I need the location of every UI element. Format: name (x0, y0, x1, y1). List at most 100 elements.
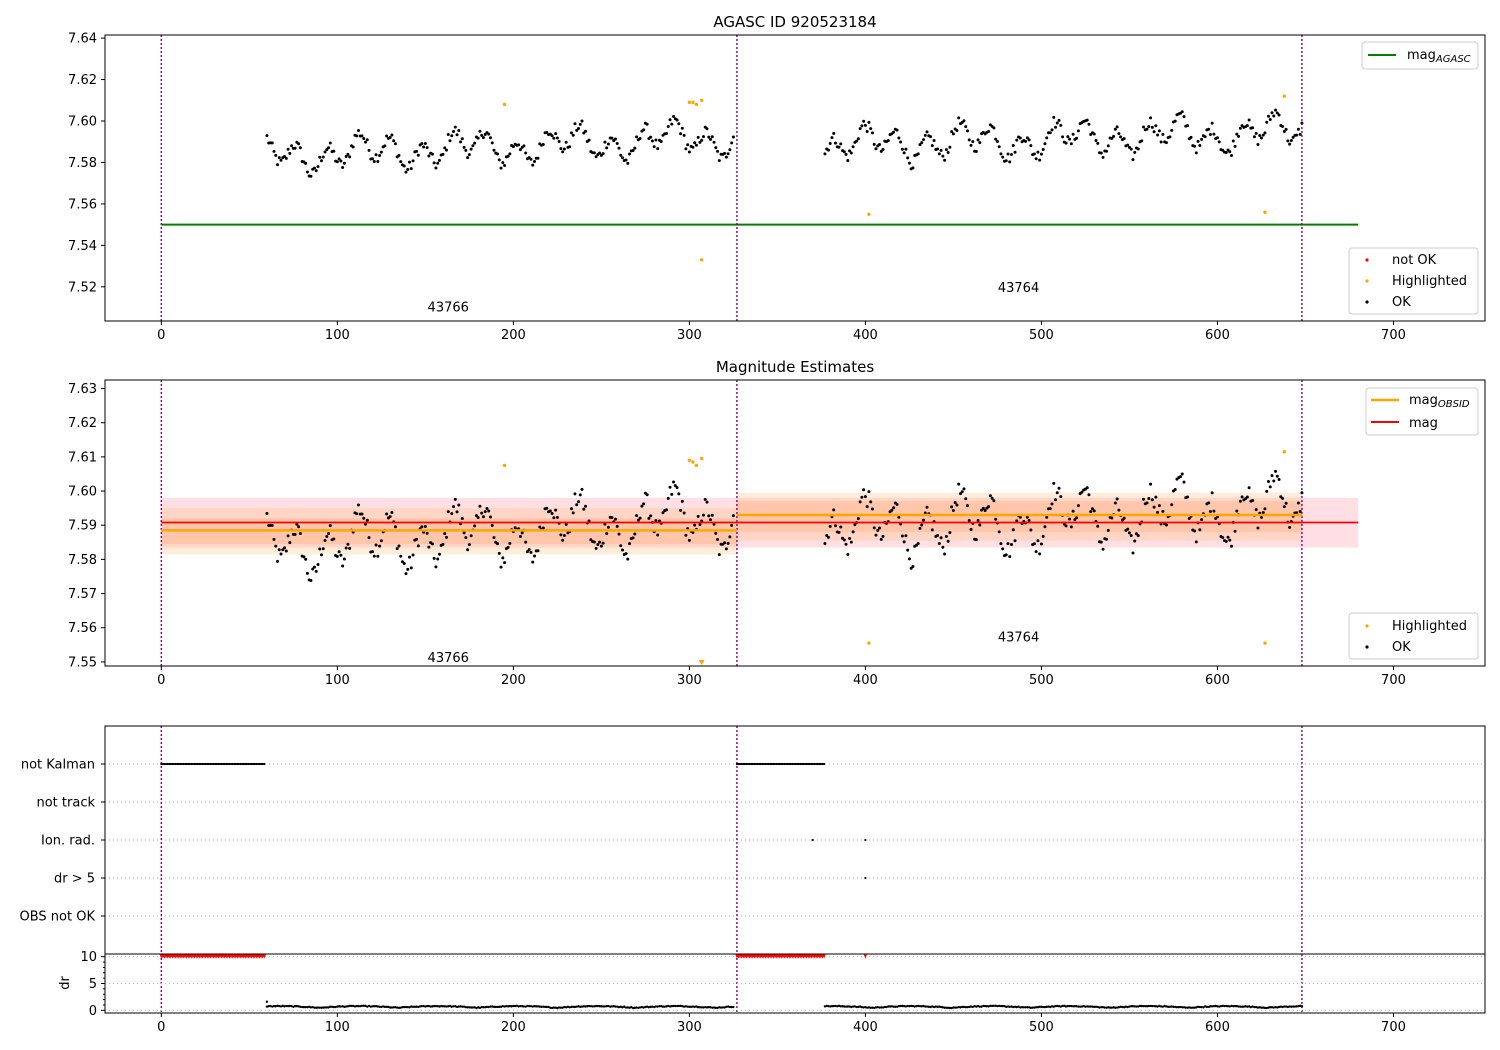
dr-point (302, 1005, 306, 1009)
ok-point (288, 151, 292, 155)
dr-point (535, 1005, 538, 1008)
ok-point (929, 135, 933, 139)
dr-point (1144, 1004, 1147, 1008)
flag-point (762, 762, 765, 766)
ok-point (670, 492, 674, 496)
ok-point (420, 525, 424, 529)
flag-point (233, 762, 236, 766)
ok-point (561, 150, 565, 154)
ok-point (716, 149, 720, 153)
panel2-obsid-label: 43764 (998, 630, 1039, 645)
dr-point (689, 1005, 693, 1009)
ok-point (1272, 479, 1276, 483)
ok-point (1228, 538, 1232, 542)
ok-point (536, 156, 540, 160)
ok-point (638, 516, 642, 520)
ok-point (1117, 132, 1121, 136)
ok-point (592, 151, 596, 155)
flag-point (168, 762, 171, 766)
ok-point (1173, 488, 1177, 492)
ok-point (1164, 523, 1168, 527)
dr-point (707, 1006, 710, 1009)
highlighted-point (687, 458, 692, 462)
dr-point (1269, 1006, 1272, 1009)
ok-point (656, 147, 660, 151)
flag-point (816, 762, 819, 766)
ok-point (327, 146, 331, 150)
dr-axis-label: dr (58, 976, 73, 990)
ok-point (617, 532, 621, 536)
highlighted-point (867, 641, 871, 645)
panel1-xtick-label: 100 (325, 328, 350, 343)
legend-mag-agasc-label: magAGASC (1407, 48, 1471, 65)
flag-point (201, 762, 204, 766)
ok-point (978, 523, 982, 527)
ok-point (610, 136, 614, 140)
ok-point (943, 158, 947, 162)
ok-point (1071, 132, 1075, 136)
dr-point (1022, 1006, 1026, 1009)
dr-point (714, 1006, 717, 1010)
ok-point (1259, 136, 1263, 140)
ok-point (411, 159, 415, 163)
ok-point (1059, 495, 1063, 499)
ok-point (869, 500, 873, 504)
dr-point (1147, 1004, 1151, 1008)
ok-point (665, 508, 669, 512)
flag-point (781, 762, 784, 766)
ok-point (865, 129, 869, 133)
ok-point (344, 155, 348, 159)
dr-point (542, 1005, 545, 1008)
ok-point (1256, 142, 1260, 146)
dr-point (1159, 1005, 1163, 1008)
ok-point (731, 514, 735, 518)
dr-point (725, 1005, 728, 1008)
ok-point (575, 503, 579, 507)
ok-point (1208, 132, 1212, 136)
ok-point (408, 160, 412, 164)
flag-point (764, 762, 767, 766)
flag-point (193, 762, 196, 766)
ok-point (1076, 504, 1080, 508)
ok-point (1055, 491, 1059, 495)
ok-point (858, 127, 862, 131)
ok-point (453, 125, 457, 129)
flag-point (163, 762, 166, 766)
dr-point (513, 1004, 517, 1008)
ok-point (293, 532, 297, 536)
ok-point (668, 118, 672, 122)
ok-point (1233, 529, 1237, 533)
dr-point (691, 1005, 695, 1008)
ok-point (335, 160, 339, 164)
ok-point (606, 525, 610, 529)
ok-point (1085, 118, 1089, 122)
dr-point (1094, 1005, 1098, 1008)
ok-point (826, 148, 830, 152)
flag-point (226, 762, 229, 766)
ok-point (867, 490, 871, 494)
dr-point (1043, 1005, 1047, 1009)
ok-point (849, 151, 853, 155)
ok-point (1090, 507, 1094, 511)
dr-point (677, 1004, 681, 1008)
ok-point (576, 500, 580, 504)
dr-point (468, 1006, 471, 1009)
ok-point (855, 139, 859, 143)
ok-point (900, 534, 904, 538)
ok-point (328, 524, 332, 528)
flag-point (252, 762, 255, 766)
ok-point (987, 129, 991, 133)
ok-point (675, 486, 679, 490)
ok-point (346, 542, 350, 546)
dr-point (1129, 1005, 1133, 1008)
ok-point (619, 544, 623, 548)
dr-point (383, 1005, 387, 1009)
dr-point (1233, 1004, 1237, 1008)
ok-point (402, 164, 406, 168)
ok-point (272, 149, 276, 153)
flag-point (864, 876, 867, 880)
ok-point (1198, 528, 1202, 532)
ok-point (599, 544, 603, 548)
ok-point (379, 539, 383, 543)
ok-point (436, 161, 440, 165)
